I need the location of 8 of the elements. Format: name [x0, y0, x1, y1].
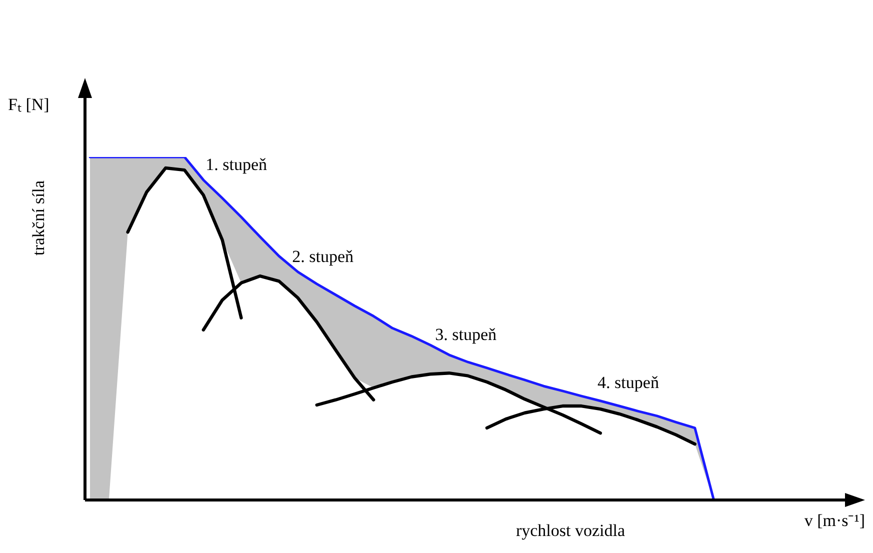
y-axis-title: trakční síla	[29, 180, 48, 256]
series-label: 4. stupeň	[598, 373, 660, 392]
x-axis-title: rychlost vozidla	[516, 521, 626, 540]
series-label: 3. stupeň	[435, 325, 498, 344]
series-label: 1. stupeň	[206, 154, 268, 174]
text: Fₜ [N]	[8, 95, 50, 114]
series-label: 2. stupeň	[292, 247, 354, 266]
text: v [m·s⁻¹]	[804, 511, 865, 530]
